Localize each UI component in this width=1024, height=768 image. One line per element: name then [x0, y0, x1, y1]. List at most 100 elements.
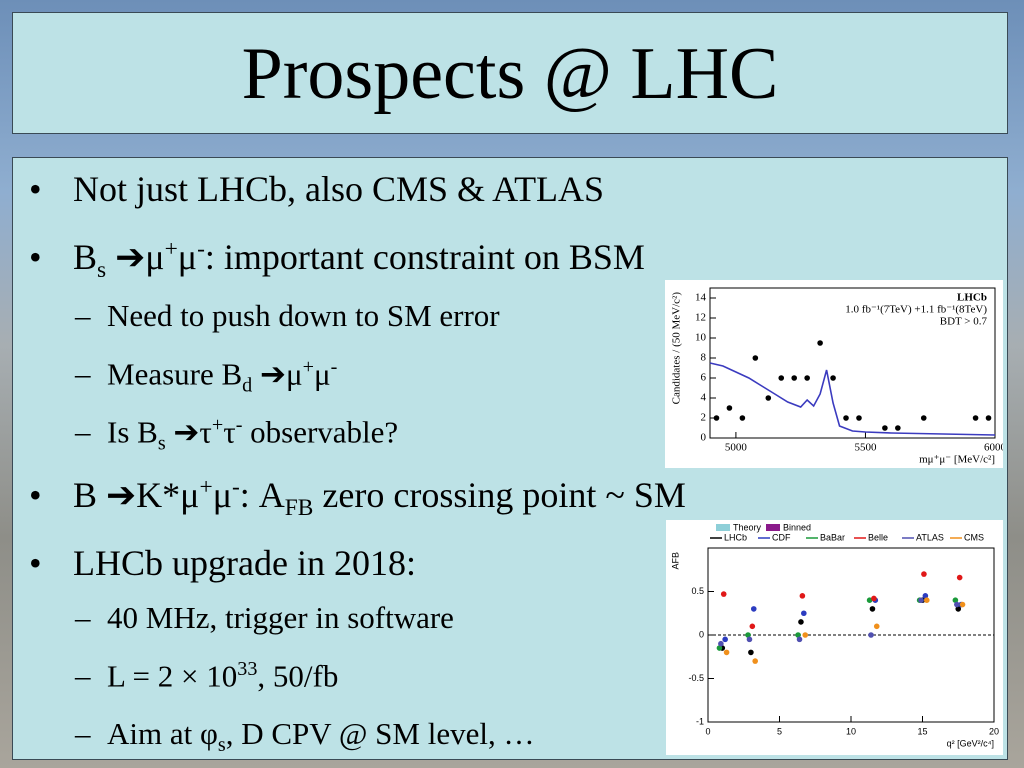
bullet-text: Not just LHCb, also CMS & ATLAS — [73, 169, 605, 209]
legend-label: CDF — [772, 532, 791, 542]
x-axis-label: mμ⁺μ⁻ [MeV/c²] — [919, 454, 995, 466]
x-tick-label: 20 — [989, 726, 999, 736]
data-point — [750, 606, 757, 612]
legend-label: LHCb — [724, 532, 747, 542]
data-point — [802, 632, 809, 638]
data-point — [843, 415, 849, 421]
data-point — [716, 645, 723, 651]
data-point — [748, 649, 754, 656]
data-point — [920, 415, 927, 421]
bullet-line: – L = 2 × 1033, 50/fb — [75, 658, 338, 694]
legend-swatch — [766, 524, 780, 531]
bullet-text: LHCb upgrade in 2018: — [73, 543, 416, 583]
data-point — [856, 415, 862, 421]
data-point — [726, 405, 733, 411]
data-point — [922, 593, 929, 599]
data-point — [954, 601, 960, 608]
legend-label: Binned — [783, 522, 811, 532]
bullet-text: Need to push down to SM error — [107, 298, 500, 333]
bullet-text: d — [242, 374, 253, 397]
data-point — [799, 593, 806, 599]
bullet-text: , D CPV @ SM level, … — [225, 716, 535, 751]
bullet-line: • Not just LHCb, also CMS & ATLAS — [29, 168, 604, 210]
bullet-text: Measure B — [107, 356, 243, 392]
legend-label: Belle — [868, 532, 888, 542]
data-point — [804, 375, 810, 381]
y-tick-label: -0.5 — [688, 673, 704, 683]
data-point — [749, 623, 756, 630]
bullet-marker: – — [75, 600, 91, 635]
bullet-line: – Is Bs ➔τ+τ- observable? — [75, 414, 398, 456]
data-point — [798, 619, 804, 625]
bullet-text: μ — [177, 237, 198, 277]
data-point — [868, 632, 874, 638]
bullet-text: μ — [212, 475, 232, 515]
bullet-text: τ — [223, 414, 236, 450]
bullet-text: ➔μ — [252, 356, 303, 392]
data-point — [739, 415, 746, 421]
bullet-marker: • — [29, 237, 42, 277]
data-point — [956, 574, 963, 581]
y-tick-label: 10 — [695, 332, 707, 344]
bullet-marker: – — [75, 414, 91, 450]
data-point — [921, 571, 927, 577]
bullet-text: observable? — [242, 414, 399, 450]
data-point — [952, 597, 959, 603]
bullet-text: : A — [239, 475, 285, 515]
data-point — [778, 375, 785, 381]
data-point — [796, 636, 803, 643]
bullet-text: + — [211, 414, 224, 436]
y-tick-label: 6 — [701, 372, 707, 384]
x-tick-label: 5000 — [725, 442, 748, 454]
bullet-text: s — [157, 432, 166, 455]
data-point — [817, 340, 823, 346]
y-tick-label: 4 — [701, 392, 707, 404]
y-tick-label: 12 — [695, 312, 706, 324]
legend-label: BaBar — [820, 532, 845, 542]
data-point — [871, 595, 877, 602]
bullet-text: ➔μ — [106, 237, 165, 277]
fit-curve — [709, 362, 996, 436]
afb-plot: 0 5 10 15 20 -1 -0.5 0 0.5 q² [GeV²/c⁴] AFB Theory B… — [666, 520, 1003, 755]
x-tick-label: 0 — [705, 726, 710, 736]
data-point — [795, 632, 801, 638]
y-axis-label: Candidates / (50 MeV/c²) — [671, 292, 683, 405]
bullet-text: B — [73, 237, 98, 277]
data-point — [873, 623, 880, 630]
bullet-text: - — [197, 236, 205, 262]
x-tick-label: 10 — [846, 726, 856, 736]
bullet-text: 40 MHz, trigger in software — [107, 600, 454, 635]
bullet-text: Is B — [107, 414, 158, 450]
y-tick-label: -1 — [696, 716, 704, 726]
x-axis-label: q² [GeV²/c⁴] — [947, 738, 994, 748]
data-point — [869, 606, 876, 612]
slide-title: Prospects @ LHC — [12, 12, 1008, 134]
plot-label: BDT > 0.7 — [940, 316, 988, 328]
data-point — [745, 632, 751, 638]
bullet-marker: – — [75, 658, 91, 694]
bullet-line: • LHCb upgrade in 2018: — [29, 542, 416, 584]
bullet-text: FB — [284, 495, 314, 522]
legend-label: Theory — [733, 522, 762, 532]
bullet-text: 33 — [237, 658, 258, 680]
bullet-line: • Bs ➔μ+μ-: important constraint on BSM — [29, 236, 645, 284]
bullet-text: L = 2 × 10 — [107, 658, 238, 694]
data-point — [791, 375, 798, 381]
bullet-marker: – — [75, 298, 91, 333]
data-point — [722, 636, 728, 643]
data-point — [882, 425, 888, 431]
legend-label: CMS — [964, 532, 984, 542]
y-tick-label: 2 — [701, 412, 707, 424]
data-point — [830, 375, 836, 381]
data-point — [918, 597, 924, 603]
data-point — [752, 355, 759, 361]
y-tick-label: 0.5 — [691, 586, 704, 596]
bullet-line: – Need to push down to SM error — [75, 298, 500, 334]
data-point — [923, 597, 930, 603]
data-point — [718, 640, 724, 647]
bullet-text: - — [232, 474, 240, 500]
